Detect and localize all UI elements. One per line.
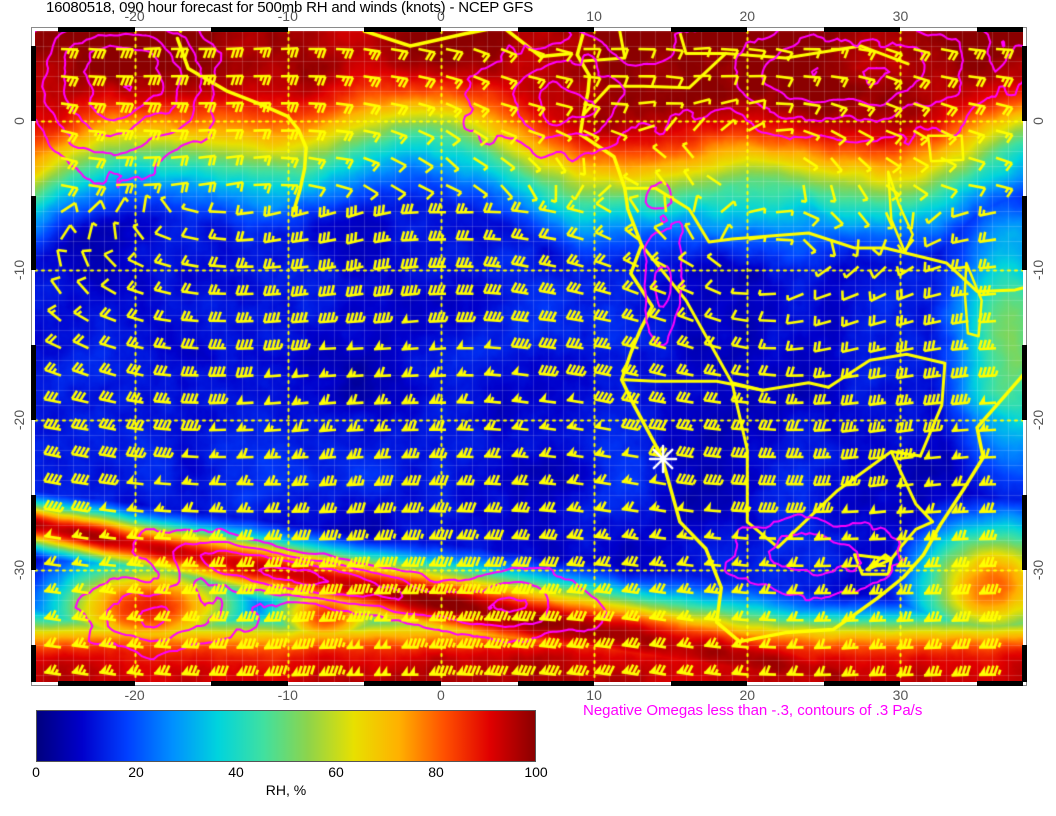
axis-frame-segment [1022, 644, 1027, 682]
axis-tick-right: 0 [1030, 116, 1046, 125]
axis-frame-segment [364, 681, 441, 686]
axis-tick-top: -20 [124, 8, 145, 24]
axis-frame-segment [1022, 195, 1027, 271]
axis-frame-segment [823, 681, 901, 686]
map-plot-area [35, 31, 1023, 682]
colorbar-gradient [37, 711, 535, 761]
axis-frame-segment [1022, 345, 1027, 421]
axis-frame-segment [517, 27, 595, 32]
axis-frame-segment [364, 27, 441, 32]
axis-tick-right: -30 [1030, 559, 1046, 580]
rh-wind-map-canvas [35, 31, 1023, 682]
axis-tick-top: 0 [437, 8, 445, 24]
axis-frame-segment [670, 681, 748, 686]
colorbar-tick: 80 [428, 764, 444, 780]
axis-frame-segment [31, 644, 36, 682]
axis-frame-segment [977, 27, 1023, 32]
axis-frame-segment [211, 27, 288, 32]
axis-frame-segment [977, 681, 1023, 686]
axis-tick-top: 30 [892, 8, 909, 24]
axis-frame-segment [31, 195, 36, 271]
axis-frame-segment [57, 681, 135, 686]
axis-tick-right: -20 [1030, 409, 1046, 431]
axis-tick-bottom: -10 [277, 687, 298, 703]
colorbar-tick: 60 [328, 764, 344, 780]
figure-title: 16080518, 090 hour forecast for 500mb RH… [46, 0, 534, 16]
axis-tick-left: -30 [11, 559, 27, 580]
axis-frame-segment [57, 27, 135, 32]
axis-frame-segment [31, 345, 36, 421]
colorbar-label: RH, % [265, 782, 307, 798]
axis-tick-bottom: 30 [892, 687, 909, 703]
axis-frame-segment [1022, 45, 1027, 121]
colorbar-tick: 20 [128, 764, 144, 780]
axis-tick-left: -20 [11, 409, 27, 431]
axis-tick-top: 20 [739, 8, 756, 24]
axis-frame-segment [517, 681, 595, 686]
colorbar-tick: 40 [228, 764, 244, 780]
axis-tick-top: 10 [586, 8, 602, 24]
axis-tick-bottom: 10 [586, 687, 602, 703]
axis-tick-bottom: 0 [437, 687, 445, 703]
colorbar-tick: 100 [524, 764, 548, 780]
axis-frame-segment [211, 681, 288, 686]
axis-tick-left: -10 [11, 260, 27, 281]
axis-tick-top: -10 [277, 8, 298, 24]
axis-tick-left: 0 [11, 116, 27, 125]
omega-annotation: Negative Omegas less than -.3, contours … [583, 702, 923, 719]
colorbar [36, 710, 536, 762]
axis-frame-segment [1022, 494, 1027, 570]
colorbar-tick: 0 [32, 764, 40, 780]
axis-frame-segment [31, 494, 36, 570]
axis-tick-right: -10 [1030, 260, 1046, 281]
axis-frame-segment [823, 27, 901, 32]
axis-tick-bottom: -20 [124, 687, 145, 703]
axis-tick-bottom: 20 [739, 687, 756, 703]
axis-frame-segment [31, 45, 36, 121]
axis-frame-segment [670, 27, 748, 32]
